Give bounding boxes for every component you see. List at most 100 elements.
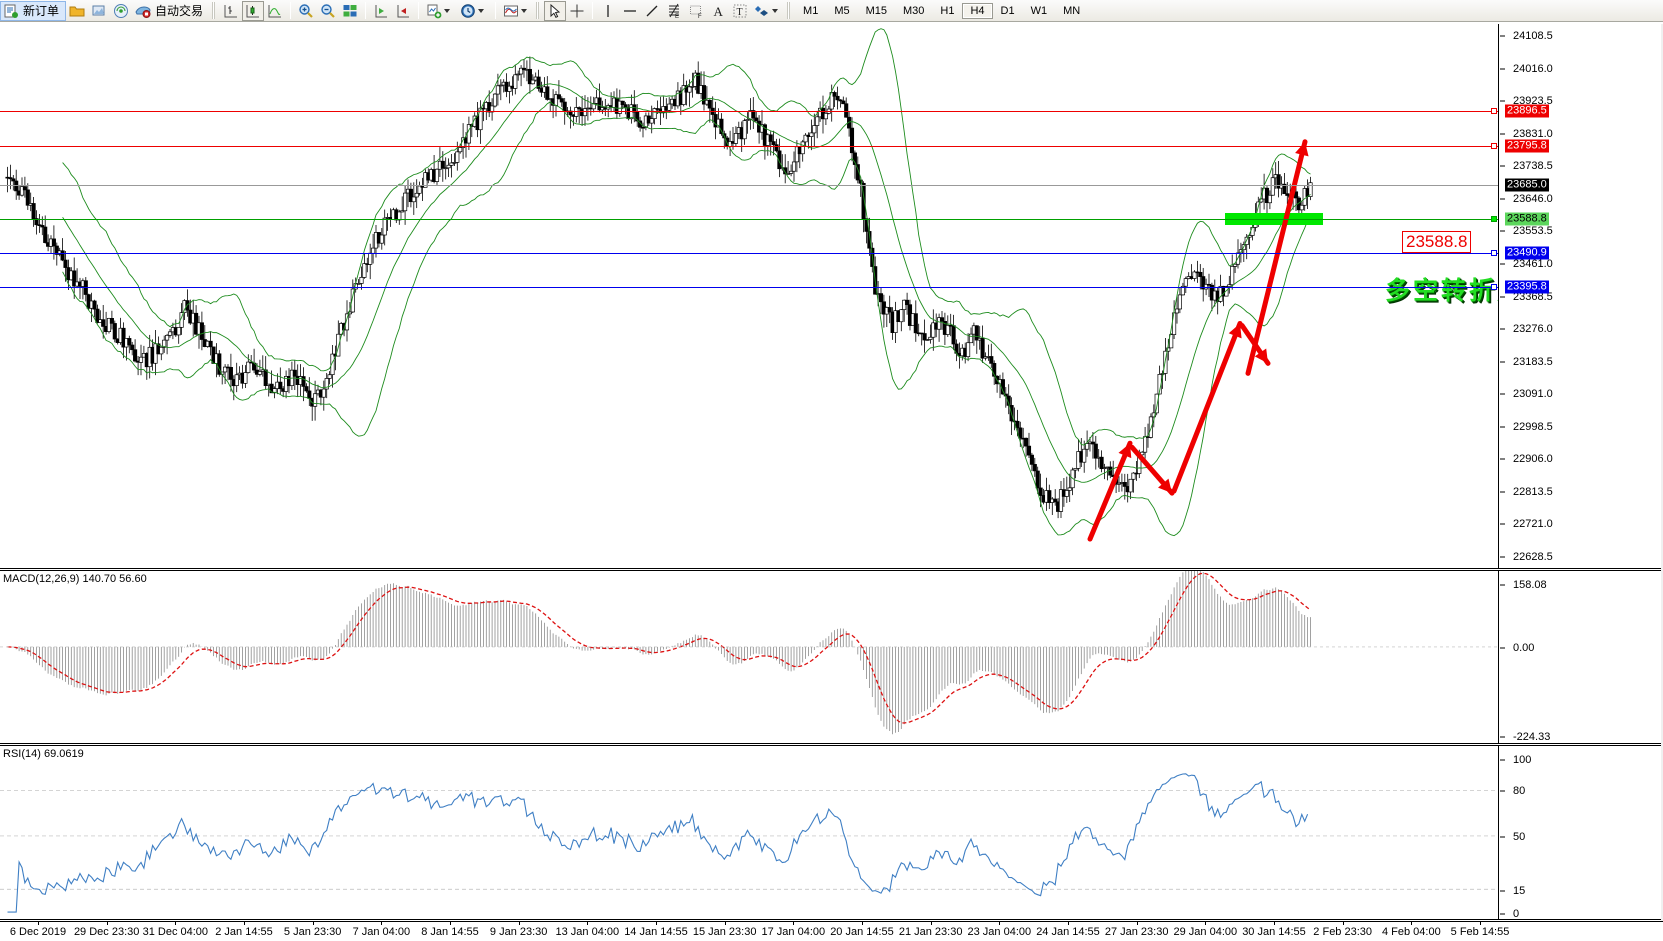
cursor-button[interactable] [544,0,567,21]
timeframe-m1[interactable]: M1 [803,4,819,17]
time-tick-label: 14 Jan 14:55 [624,926,688,938]
folder-button[interactable] [66,1,88,21]
price-level-line[interactable] [0,253,1498,255]
price-chart-pane[interactable]: 多空转折点 23588.8 24108.524016.023923.523831… [0,24,1663,569]
shift-start-button[interactable] [370,1,392,21]
candlestick-chart-button[interactable] [242,0,265,21]
time-tick-label: 30 Jan 14:55 [1242,926,1306,938]
add-indicator-button[interactable] [423,1,457,21]
zoom-in-button[interactable] [295,1,317,21]
bar-chart-button[interactable] [220,1,242,21]
line-chart-button[interactable] [264,1,286,21]
time-tick-label: 27 Jan 23:30 [1104,926,1169,938]
time-tick-label: 29 Jan 04:00 [1173,926,1238,938]
period-button[interactable] [457,1,491,21]
auto-trading-button[interactable]: 自动交易 [132,1,210,21]
crosshair-button[interactable] [566,1,588,21]
time-tick-label: 6 Dec 2019 [9,926,67,938]
price-level-handle[interactable] [1491,143,1497,150]
templates-button[interactable] [500,1,534,21]
folder-icon [69,3,85,19]
rsi-label: RSI(14) 69.0619 [3,748,84,760]
macd-axis[interactable]: 158.08 0.00 -224.33 [1498,571,1663,743]
price-axis[interactable]: 24108.5 24016.0 23923.5 23831.0 23738.5 23646… [1498,24,1663,568]
price-tick-label: 22906.0 [1513,453,1553,466]
axis-tick [1500,393,1505,395]
price-level-line[interactable] [0,218,1498,220]
price-plot-area[interactable]: 多空转折点 [0,24,1498,568]
green-level-price-tag: 23588.8 [1402,230,1472,253]
price-level-line[interactable] [0,110,1498,112]
zoom-out-button[interactable] [317,1,339,21]
chevron-down-icon-3[interactable] [521,8,528,13]
tile-windows-button[interactable] [339,1,361,21]
price-tick-label: 23646.0 [1513,192,1553,205]
fibonacci-button[interactable]: E [663,1,685,21]
price-level-badge[interactable]: 23685.0 [1505,178,1549,192]
price-tick-label: 23461.0 [1513,257,1553,270]
text-label-button[interactable]: A [707,1,729,21]
price-level-line[interactable] [0,185,1498,187]
zoom-in-icon [298,3,314,19]
price-level-handle[interactable] [1491,250,1497,257]
macd-histogram-and-signal [0,571,1498,735]
equidistant-channel-button[interactable]: F [685,1,707,21]
price-level-badge[interactable]: 23490.9 [1505,246,1549,260]
shift-start-icon [373,3,389,19]
new-order-button[interactable]: 新订单 [0,0,67,21]
objects-button[interactable] [751,1,785,21]
timeframe-m5[interactable]: M5 [834,4,850,17]
timeframe-d1[interactable]: D1 [1000,4,1015,17]
shift-end-button[interactable] [392,1,414,21]
price-tick-label: 22721.0 [1513,518,1553,531]
price-level-handle[interactable] [1491,283,1497,290]
red-trend-arrows [1087,139,1309,542]
time-tick [450,922,451,925]
price-level-badge[interactable]: 23795.8 [1505,139,1549,153]
price-level-badge[interactable]: 23896.5 [1505,104,1549,118]
axis-tick [1500,68,1505,70]
trendline-icon [644,3,660,19]
chevron-down-icon[interactable] [444,8,451,13]
axis-tick [1500,263,1505,265]
trendline-button[interactable] [641,1,663,21]
price-level-handle[interactable] [1491,107,1497,114]
text-box-button[interactable]: T [729,1,751,21]
green-level-handle[interactable] [1491,215,1497,222]
macd-pane[interactable]: MACD(12,26,9) 140.70 56.60 158.08 0.00 -22… [0,570,1663,744]
horizontal-line-button[interactable] [619,1,641,21]
rsi-plot-area[interactable] [0,746,1498,919]
timeframe-mn[interactable]: MN [1063,4,1081,17]
timeframe-m15[interactable]: M15 [865,4,887,17]
axis-tick [1500,165,1505,167]
rsi-pane[interactable]: RSI(14) 69.0619 100 80 50 15 0 [0,745,1663,920]
tile-windows-icon [342,3,358,19]
toolbar-grip[interactable] [212,2,216,19]
macd-tick-label: 0.00 [1513,641,1535,654]
timeframe-h4[interactable]: H4 [962,2,993,19]
time-tick [793,922,795,925]
chevron-down-icon-2[interactable] [478,8,485,13]
chevron-down-icon-4[interactable] [772,8,779,13]
timeframe-m30[interactable]: M30 [903,4,925,17]
price-level-badge[interactable]: 23395.8 [1505,280,1549,294]
vertical-line-button[interactable] [597,1,619,21]
profiles-button[interactable] [88,1,110,21]
rsi-axis[interactable]: 100 80 50 15 0 [1498,746,1663,920]
time-axis[interactable]: 6 Dec 2019 29 Dec 23:30 31 Dec 04:00 2 Jan … [0,921,1663,941]
axis-tick [1500,230,1505,232]
toolbar-grip-3[interactable] [787,2,791,19]
toolbar-grip-2[interactable] [536,2,540,19]
axis-tick [1500,584,1505,586]
price-level-line[interactable] [0,146,1498,148]
timeframe-w1[interactable]: W1 [1030,4,1048,17]
price-level-line[interactable] [0,286,1498,288]
time-tick-label: 31 Dec 04:00 [142,926,209,938]
price-level-badge[interactable]: 23588.8 [1505,212,1549,226]
macd-plot-area[interactable] [0,571,1498,743]
market-watch-button[interactable] [110,1,132,21]
axis-tick [1500,100,1505,102]
timeframe-h1[interactable]: H1 [940,4,955,17]
axis-tick [1500,491,1505,493]
vertical-line-icon [600,3,616,19]
